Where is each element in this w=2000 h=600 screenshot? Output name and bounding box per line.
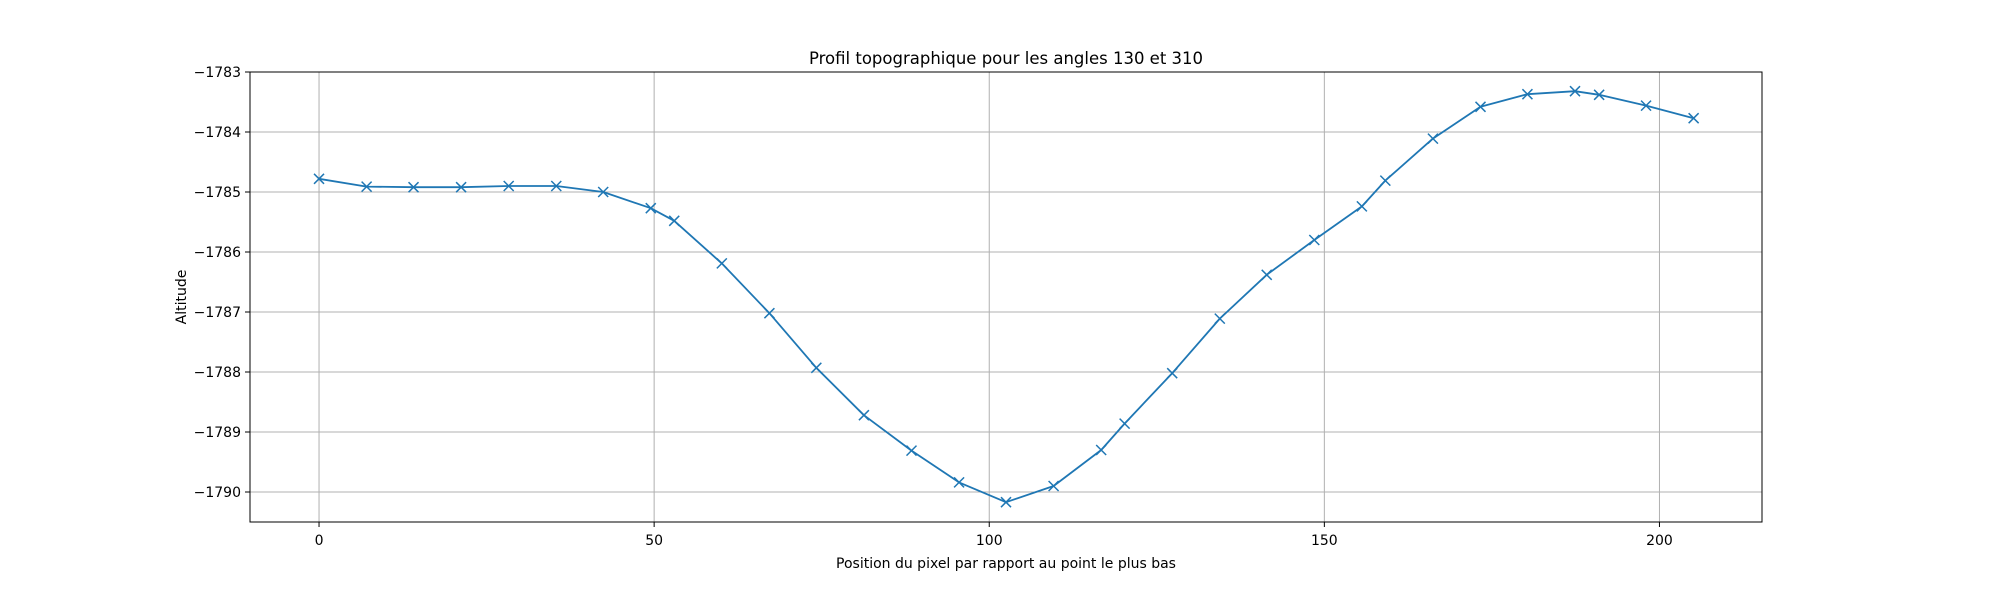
data-point [1308,234,1320,246]
data-point [550,180,562,192]
data-point [1048,480,1060,492]
data-point [1356,200,1368,212]
y-tick-label: −1788 [194,365,241,381]
data-point [597,186,609,198]
y-axis-label: Altitude [174,270,190,325]
x-tick-label: 100 [976,533,1003,549]
y-tick-label: −1790 [194,485,241,501]
series-line [318,90,1694,504]
data-point [1119,418,1131,430]
x-tick-label: 50 [645,533,663,549]
data-point [361,181,373,193]
data-point [905,445,918,457]
chart-title: Profil topographique pour les angles 130… [809,49,1203,68]
y-tick-label: −1783 [194,65,241,81]
series-layer [313,85,1700,508]
data-point [1474,101,1487,113]
data-point [408,181,420,193]
data-point [1166,367,1178,379]
y-tick-label: −1787 [194,305,241,321]
data-point [1688,112,1700,124]
y-tick-label: −1785 [194,185,241,201]
data-point [763,307,775,319]
data-point [953,476,965,488]
data-point [1261,269,1273,281]
data-point [1379,175,1391,187]
data-point [503,180,515,192]
x-axis-label: Position du pixel par rapport au point l… [836,556,1176,572]
data-point [1000,496,1012,508]
data-point [1214,313,1226,325]
data-point [455,181,467,193]
x-tick-label: 150 [1311,533,1338,549]
data-point [1521,88,1533,100]
data-point [668,215,680,227]
y-tick-label: −1789 [194,425,241,441]
data-point [645,202,657,214]
data-point [1640,100,1652,112]
data-point [1593,89,1605,101]
x-tick-label: 0 [315,533,324,549]
data-point [1095,444,1107,456]
y-tick-label: −1784 [194,125,241,141]
data-point [858,409,870,421]
data-point [313,173,325,185]
data-point [716,257,728,269]
data-point [1427,133,1439,145]
plot-frame [249,71,1763,523]
data-point [1569,85,1581,97]
y-tick-label: −1786 [194,245,241,261]
ticks: 0 50 100 150 200 −1783 −1784 −1785 −1786 −1787 −17… [194,65,1673,549]
x-tick-label: 200 [1646,533,1673,549]
data-point [810,362,822,374]
